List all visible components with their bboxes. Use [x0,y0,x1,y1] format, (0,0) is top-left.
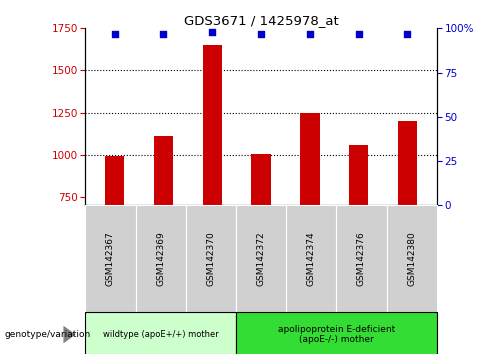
Text: genotype/variation: genotype/variation [5,330,91,339]
Bar [300,113,320,205]
Title: GDS3671 / 1425978_at: GDS3671 / 1425978_at [183,14,339,27]
Bar [154,136,173,205]
Text: GSM142367: GSM142367 [106,231,115,286]
Bar [251,154,271,205]
Text: GSM142374: GSM142374 [307,231,316,286]
Point [111,31,119,36]
Point [355,31,363,36]
Text: GSM142376: GSM142376 [357,231,366,286]
Bar [349,145,368,205]
Polygon shape [63,326,76,343]
Point [208,29,216,35]
Text: GSM142372: GSM142372 [257,231,265,286]
Point [404,31,411,36]
Bar [398,121,417,205]
Bar [203,45,222,205]
Point [257,31,265,36]
Point [306,31,314,36]
Text: GSM142380: GSM142380 [407,231,416,286]
Text: GSM142370: GSM142370 [206,231,215,286]
Text: apolipoprotein E-deficient
(apoE-/-) mother: apolipoprotein E-deficient (apoE-/-) mot… [278,325,395,344]
Text: wildtype (apoE+/+) mother: wildtype (apoE+/+) mother [103,330,219,339]
Bar [105,156,124,205]
Point [160,31,167,36]
Text: GSM142369: GSM142369 [156,231,165,286]
